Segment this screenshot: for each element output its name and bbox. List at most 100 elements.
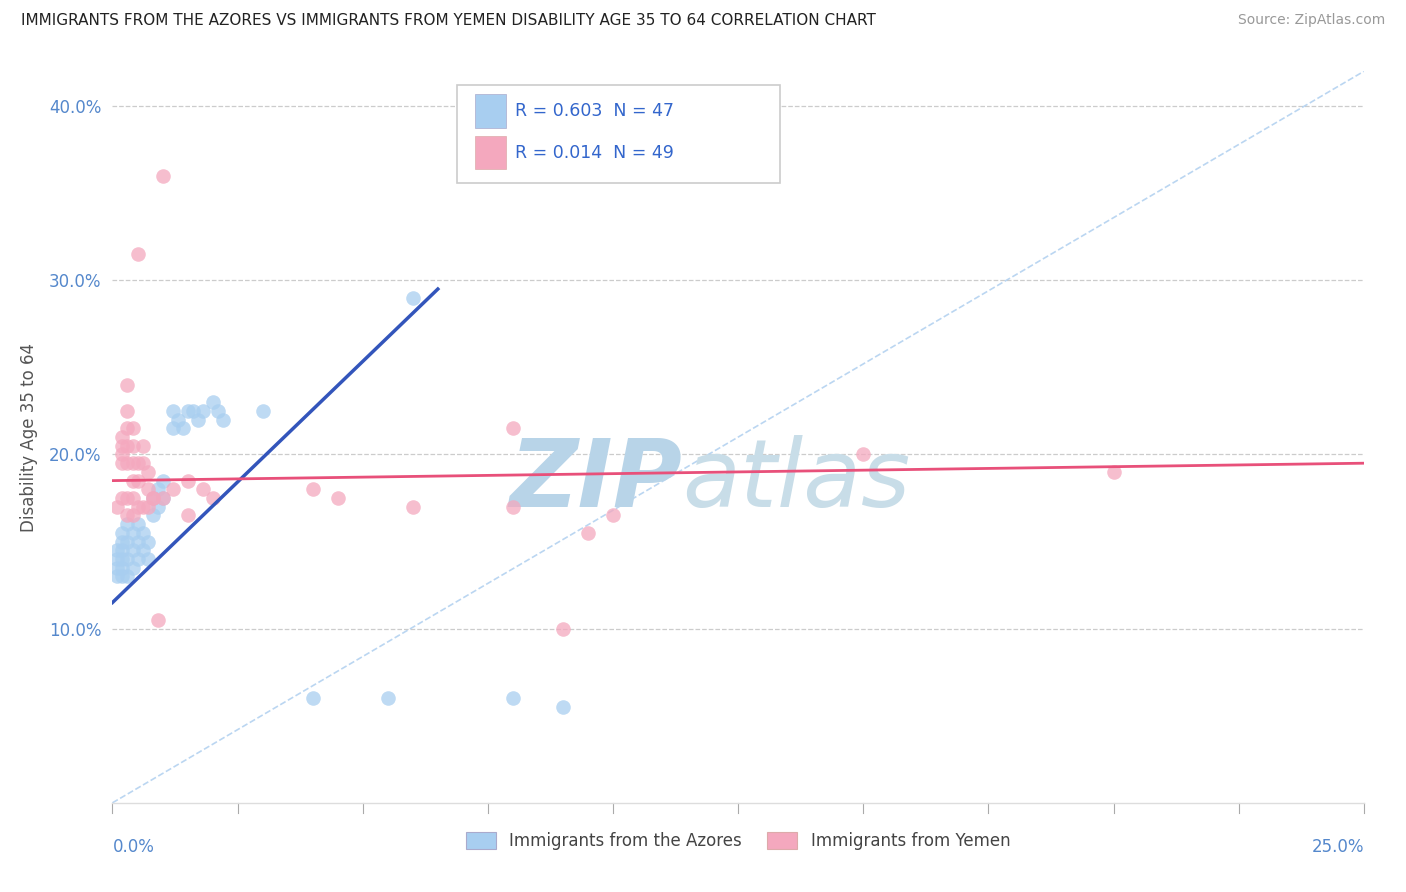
Point [211,412,233,426]
Point [117,377,139,392]
Point [502,421,524,435]
Point [172,421,194,435]
Text: R = 0.014  N = 49: R = 0.014 N = 49 [515,144,673,161]
Point [107,552,129,566]
Point [111,534,134,549]
Point [107,569,129,583]
Point [117,491,139,505]
Point [121,474,143,488]
Point [117,439,139,453]
Text: Source: ZipAtlas.com: Source: ZipAtlas.com [1237,13,1385,28]
Point [121,543,143,558]
Point [127,517,149,532]
Point [121,508,143,523]
Point [121,439,143,453]
Point [136,465,159,479]
Text: IMMIGRANTS FROM THE AZORES VS IMMIGRANTS FROM YEMEN DISABILITY AGE 35 TO 64 CORR: IMMIGRANTS FROM THE AZORES VS IMMIGRANTS… [21,13,876,29]
Point [201,491,224,505]
Point [121,525,143,540]
Point [117,534,139,549]
Point [131,543,153,558]
Point [111,491,134,505]
Point [402,500,425,514]
Point [127,456,149,470]
Point [121,560,143,574]
Point [136,534,159,549]
Point [377,691,399,706]
Point [207,404,229,418]
Legend: Immigrants from the Azores, Immigrants from Yemen: Immigrants from the Azores, Immigrants f… [460,825,1017,856]
Point [146,613,169,627]
Point [152,491,174,505]
Point [111,543,134,558]
Point [551,700,574,714]
Point [141,491,163,505]
Point [301,483,323,497]
Point [162,421,184,435]
Point [121,456,143,470]
Point [191,404,214,418]
Point [502,500,524,514]
Point [111,525,134,540]
Point [152,491,174,505]
Point [191,483,214,497]
Point [136,500,159,514]
Point [117,456,139,470]
Text: atlas: atlas [682,435,910,526]
Point [131,500,153,514]
Point [576,525,599,540]
Point [127,500,149,514]
Point [127,474,149,488]
Point [117,421,139,435]
Point [121,421,143,435]
Point [162,483,184,497]
Point [117,552,139,566]
Point [127,247,149,261]
Point [146,500,169,514]
Point [162,404,184,418]
Point [176,508,198,523]
Point [166,412,188,426]
Point [131,439,153,453]
Point [602,508,624,523]
Point [201,395,224,409]
Point [127,552,149,566]
Point [141,491,163,505]
Text: R = 0.603  N = 47: R = 0.603 N = 47 [515,102,673,120]
Point [117,569,139,583]
Point [141,491,163,505]
Point [176,474,198,488]
Point [502,691,524,706]
Point [136,483,159,497]
Point [141,508,163,523]
Point [152,169,174,183]
Y-axis label: Disability Age 35 to 64: Disability Age 35 to 64 [20,343,38,532]
Point [551,622,574,636]
Text: ZIP: ZIP [509,435,682,527]
Point [127,534,149,549]
Point [131,456,153,470]
Point [107,560,129,574]
Point [117,517,139,532]
Point [111,448,134,462]
Point [111,560,134,574]
Point [111,430,134,444]
Point [176,404,198,418]
Point [301,691,323,706]
Point [131,525,153,540]
Point [852,448,875,462]
Point [252,404,274,418]
Point [111,569,134,583]
Point [402,291,425,305]
Point [111,456,134,470]
Point [181,404,204,418]
Text: 25.0%: 25.0% [1312,838,1364,855]
Point [1102,465,1125,479]
Point [117,404,139,418]
Point [146,483,169,497]
Point [111,552,134,566]
Point [187,412,209,426]
Point [152,474,174,488]
Point [107,543,129,558]
Point [111,439,134,453]
